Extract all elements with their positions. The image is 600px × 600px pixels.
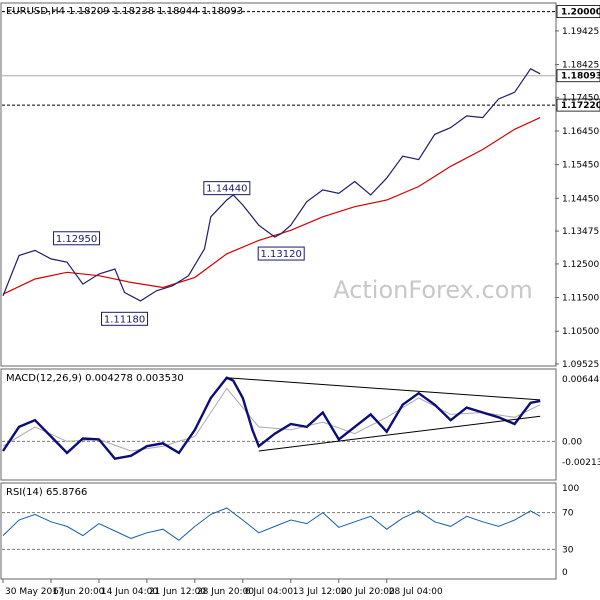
- rsi-header: RSI(14) 65.8766: [6, 487, 87, 498]
- rsi-axis: 100 70 30 0: [2, 484, 579, 578]
- price-levels: 1.20000 1.18093 1.17220: [2, 5, 600, 112]
- rsi-tick-label: 30: [562, 545, 574, 555]
- price-level-label-box: [556, 69, 600, 83]
- moving-average-line: [2, 117, 541, 295]
- price-line: [2, 68, 541, 302]
- price-level-label: 1.17220: [561, 101, 600, 111]
- price-annotations: 1.12950 1.11180 1.14440 1.13120: [53, 181, 305, 326]
- rsi-tick-label: 100: [562, 484, 579, 494]
- price-level-label-box: [556, 98, 600, 112]
- macd-tick-label: -0.002134: [562, 458, 600, 468]
- price-annotation-label: 1.12950: [56, 234, 97, 245]
- price-annotation-label: 1.14440: [206, 184, 247, 195]
- price-level-label: 1.20000: [561, 8, 600, 18]
- price-level-label: 1.18093: [561, 72, 600, 82]
- rsi-line: [2, 507, 541, 541]
- price-tick-label: 1.19425: [562, 27, 599, 37]
- macd-header: MACD(12,26,9) 0.004278 0.003530: [6, 373, 184, 384]
- price-panel-frame: [0, 2, 557, 367]
- price-tick-label: 1.11500: [562, 294, 599, 304]
- price-tick-label: 1.15450: [562, 161, 599, 171]
- price-tick-label: 1.12500: [562, 260, 599, 270]
- rsi-tick-label: 0: [562, 568, 568, 578]
- price-annotation-label: 1.13120: [261, 249, 302, 260]
- price-annotation-box: [257, 246, 305, 261]
- price-tick-label: 1.16450: [562, 127, 599, 137]
- macd-trendline: [258, 415, 541, 452]
- macd-panel-frame: [0, 368, 557, 481]
- price-series: [2, 68, 541, 302]
- macd-axis: 0.006449 0.00 -0.002134: [2, 375, 600, 468]
- x-tick-label: 28 Jul 04:00: [389, 587, 443, 597]
- x-tick-label: 30 May 2017: [5, 587, 64, 597]
- price-annotation-box: [101, 311, 149, 326]
- x-tick-label: 20 Jul 20:00: [341, 587, 395, 597]
- x-tick-label: 13 Jul 12:00: [293, 587, 347, 597]
- x-tick-label: 28 Jun 20:00: [197, 587, 254, 597]
- price-tick-label: 1.18425: [562, 61, 599, 71]
- macd-trendline: [226, 377, 541, 401]
- price-annotation-box: [203, 181, 251, 196]
- price-tick-label: 1.17450: [562, 93, 599, 103]
- x-tick-label: 6 Jun 20:00: [53, 587, 105, 597]
- rsi-series: [2, 507, 541, 541]
- macd-series: [2, 376, 541, 461]
- macd-main-line: [2, 376, 541, 461]
- price-level-label-box: [556, 5, 600, 18]
- price-tick-label: 1.13475: [562, 227, 599, 237]
- price-tick-label: 1.10500: [562, 327, 599, 337]
- watermark: ActionForex.com: [333, 276, 533, 304]
- x-tick-label: 21 Jun 12:00: [149, 587, 206, 597]
- price-tick-label: 1.14450: [562, 194, 599, 204]
- x-tick-label: 6 Jul 04:00: [245, 587, 294, 597]
- macd-tick-label: 0.006449: [562, 375, 600, 385]
- rsi-panel-frame: [0, 482, 557, 580]
- rsi-tick-label: 70: [562, 509, 574, 519]
- price-annotation-label: 1.11180: [104, 314, 145, 325]
- price-axis: 1.19425 1.18425 1.17450 1.16450 1.15450 1.144…: [555, 27, 599, 370]
- price-annotation-box: [53, 231, 101, 246]
- macd-tick-label: 0.00: [562, 437, 582, 447]
- x-tick-label: 14 Jun 04:00: [101, 587, 158, 597]
- price-tick-label: 1.09525: [562, 360, 599, 370]
